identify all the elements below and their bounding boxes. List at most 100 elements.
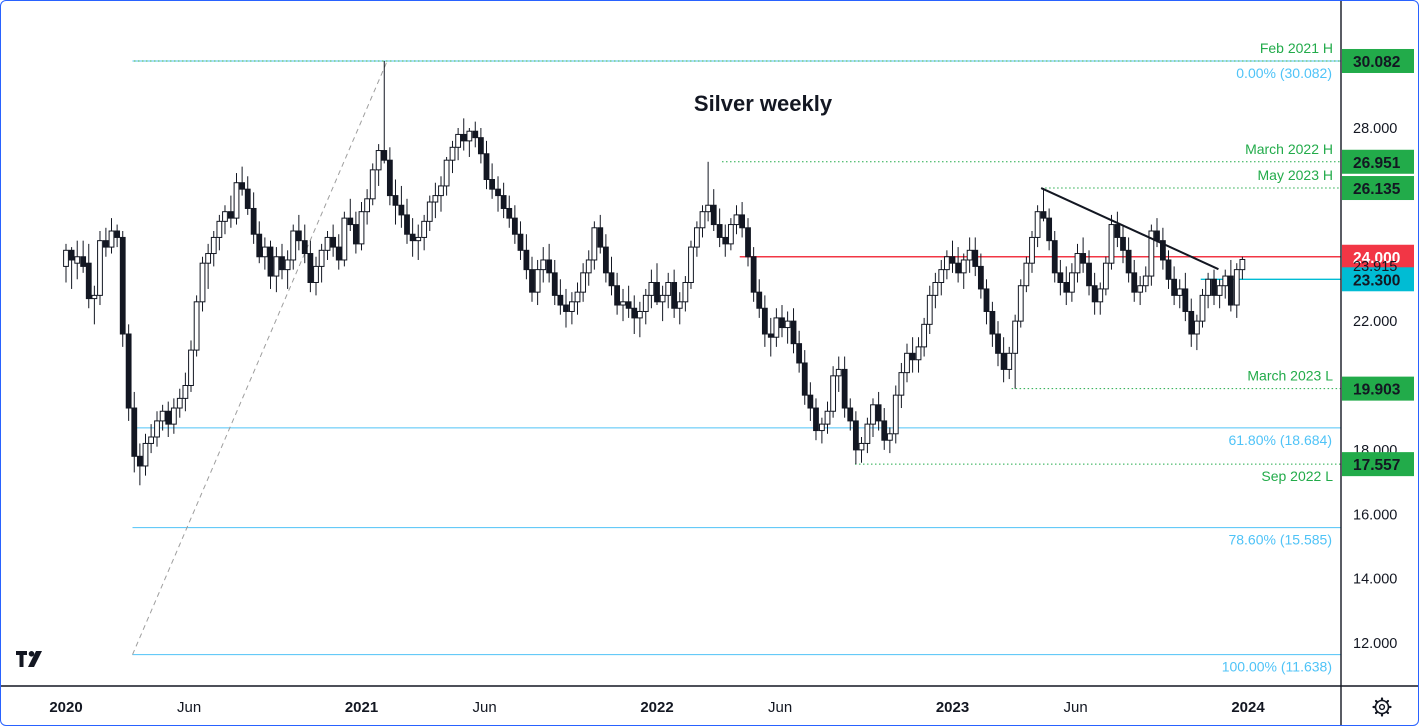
candle [790, 308, 797, 354]
candle [801, 350, 808, 405]
candle-body [801, 362, 808, 396]
candle-body [523, 249, 530, 271]
candle-body [966, 249, 973, 261]
candle-body [960, 259, 967, 274]
candle [1171, 266, 1178, 306]
candle-body [148, 436, 155, 444]
candle [676, 292, 683, 325]
candle-body [1233, 269, 1240, 306]
candle-body [847, 407, 854, 422]
candle-body [591, 227, 598, 261]
candle-body [557, 294, 564, 306]
candle-body [136, 455, 143, 467]
candle [1057, 259, 1064, 296]
candle [892, 385, 899, 444]
candle-body [580, 272, 587, 293]
gear-icon[interactable] [1372, 697, 1392, 717]
candle [136, 443, 143, 486]
candle [642, 288, 649, 325]
candle [915, 337, 922, 373]
candle-body [1057, 272, 1064, 283]
candle-body [727, 224, 734, 245]
candle [983, 279, 990, 325]
candle-body [546, 259, 553, 274]
candle-body [182, 385, 189, 399]
candle-body [466, 130, 473, 142]
candle-body [392, 195, 399, 206]
candle [352, 211, 359, 254]
candle-body [324, 236, 331, 251]
candle-body [1023, 262, 1030, 287]
candle-body [813, 407, 819, 432]
last-price-label: 23.915 [1353, 259, 1397, 275]
candle [1063, 266, 1070, 306]
candle [960, 253, 967, 289]
candle-body [852, 420, 859, 451]
candle-body [784, 320, 791, 329]
candle-body [1012, 320, 1019, 354]
candle-body [1086, 262, 1092, 287]
candle-body [1051, 240, 1058, 274]
candle [710, 189, 717, 231]
fib-label: 100.00% (11.638) [1222, 659, 1332, 675]
candle [926, 285, 933, 334]
x-tick-label: Jun [1064, 699, 1088, 716]
candle-body [773, 317, 780, 338]
candle-body [284, 259, 291, 271]
candle [1091, 272, 1098, 315]
candle-body [114, 230, 121, 238]
candle [699, 205, 706, 238]
candle-body [1142, 275, 1149, 287]
candle [68, 247, 75, 289]
candle [375, 144, 382, 186]
candle [1131, 259, 1138, 302]
candle-body [625, 301, 632, 309]
resistance-badge-text: 24.000 [1353, 250, 1400, 267]
candle [636, 301, 643, 338]
candle [625, 285, 632, 318]
candle [398, 185, 405, 228]
candle [284, 250, 291, 289]
candle-body [1006, 352, 1013, 370]
candle-body [404, 214, 410, 235]
candle-body [80, 256, 87, 267]
candle-body [892, 394, 899, 435]
candle [761, 295, 768, 347]
candle-body [710, 204, 717, 226]
level-note: Sep 2022 L [1261, 468, 1333, 484]
candle-body [108, 230, 115, 248]
candle [233, 173, 240, 225]
candle-body [1211, 278, 1217, 296]
candle-body [1222, 275, 1229, 287]
candle-body [671, 282, 678, 309]
candle [739, 202, 746, 238]
descending-trendline [1040, 187, 1219, 271]
candle-body [421, 220, 428, 238]
candle [460, 118, 467, 151]
candle [585, 250, 592, 286]
candle [148, 424, 155, 454]
level-badge: 19.903 [1342, 376, 1414, 401]
candle-body [68, 249, 75, 261]
candle [773, 308, 780, 347]
candle [250, 192, 257, 244]
candle-body [540, 259, 547, 271]
candle-body [290, 230, 297, 261]
candle [682, 276, 689, 312]
candle-body [438, 185, 444, 197]
candle-body [239, 182, 246, 190]
candle-body [835, 368, 842, 377]
candle [1239, 256, 1246, 280]
candle-body [1182, 288, 1189, 312]
candle-body [415, 236, 422, 242]
candle-body [574, 291, 581, 303]
candle-body [756, 291, 763, 309]
candle [870, 398, 876, 437]
candle [307, 240, 314, 293]
candle-body [1137, 285, 1144, 293]
candle [188, 340, 194, 392]
candle-body [170, 407, 177, 425]
candle [659, 285, 666, 322]
candle-body [886, 433, 893, 441]
candle [756, 279, 763, 318]
